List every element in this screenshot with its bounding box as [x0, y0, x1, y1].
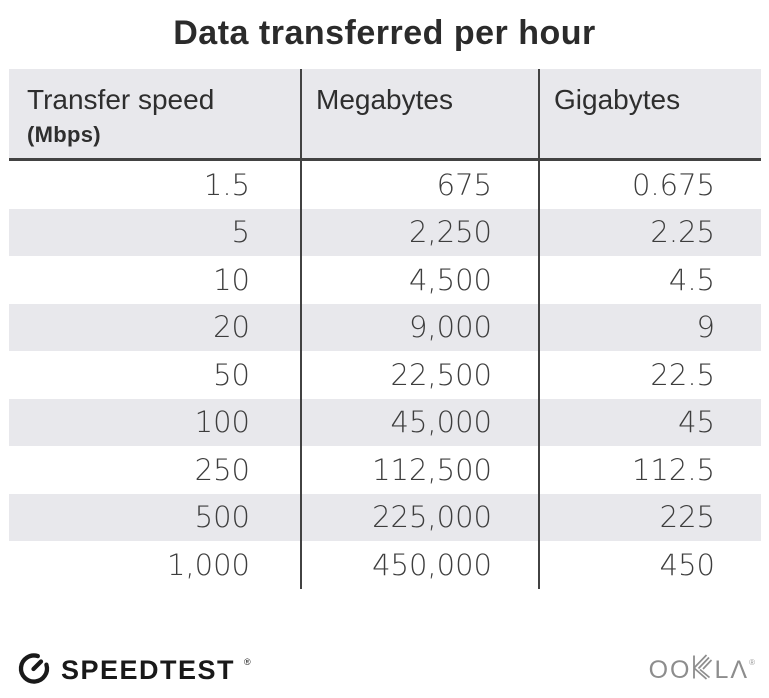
cell-gigabytes: 22.5: [650, 357, 715, 392]
column-header-transfer-speed-label: Transfer speed: [27, 84, 215, 115]
cell-transfer-speed: 500: [9, 493, 302, 541]
speedtest-gauge-icon: [16, 650, 52, 691]
table-row: 50 22,500 22.5: [9, 351, 761, 399]
cell-transfer-speed: 1.5: [9, 161, 302, 209]
cell-transfer-speed: 250: [9, 446, 302, 494]
cell-gigabytes: 450: [659, 547, 715, 582]
cell-megabytes: 225,000: [302, 493, 540, 541]
cell-megabytes: 450,000: [302, 541, 540, 589]
footer: SPEEDTEST ® OO LΛ ®: [16, 650, 757, 691]
ookla-wordmark-oo: OO: [648, 656, 692, 684]
cell-gigabytes: 9: [696, 310, 715, 345]
column-header-mbps-unit: (Mbps): [27, 122, 101, 147]
table-body: 1.5 675 0.675 5 2,250 2.25 10 4,500 4.5 …: [9, 161, 761, 589]
speedtest-wordmark: SPEEDTEST: [61, 655, 236, 685]
cell-megabytes: 45,000: [302, 398, 540, 446]
cell-megabytes: 675: [302, 161, 540, 209]
table-row: 500 225,000 225: [9, 493, 761, 541]
ookla-registered-mark: ®: [749, 658, 757, 667]
cell-gigabytes: 45: [678, 405, 715, 440]
cell-transfer-speed: 20: [9, 303, 302, 351]
cell-transfer-speed: 50: [9, 351, 302, 399]
table-header-row: Transfer speed (Mbps) Megabytes Gigabyte…: [9, 69, 761, 161]
cell-gigabytes: 0.675: [631, 167, 715, 202]
page-title: Data transferred per hour: [173, 14, 596, 52]
column-header-megabytes: Megabytes: [302, 69, 540, 158]
ookla-logo: OO LΛ ®: [649, 654, 757, 687]
cell-transfer-speed: 100: [9, 398, 302, 446]
table-row: 250 112,500 112.5: [9, 446, 761, 494]
cell-gigabytes: 112.5: [631, 452, 715, 487]
cell-megabytes: 9,000: [302, 303, 540, 351]
table-row: 5 2,250 2.25: [9, 208, 761, 256]
cell-gigabytes: 4.5: [668, 262, 715, 297]
speedtest-logo: SPEEDTEST ®: [16, 650, 251, 691]
table-row: 20 9,000 9: [9, 303, 761, 351]
cell-megabytes: 4,500: [302, 256, 540, 304]
cell-gigabytes: 2.25: [650, 215, 715, 250]
column-header-transfer-speed: Transfer speed (Mbps): [9, 69, 302, 158]
speedtest-registered-mark: ®: [244, 656, 251, 667]
cell-megabytes: 22,500: [302, 351, 540, 399]
table-row: 1,000 450,000 450: [9, 541, 761, 589]
table-row: 1.5 675 0.675: [9, 161, 761, 209]
column-header-gigabytes: Gigabytes: [554, 84, 681, 115]
ookla-wordmark-la: LΛ: [714, 656, 750, 684]
cell-gigabytes: 225: [659, 500, 715, 535]
data-table: Transfer speed (Mbps) Megabytes Gigabyte…: [9, 69, 761, 589]
cell-transfer-speed: 1,000: [9, 541, 302, 589]
ookla-k-icon: [692, 654, 713, 687]
cell-megabytes: 2,250: [302, 208, 540, 256]
cell-megabytes: 112,500: [302, 446, 540, 494]
table-row: 100 45,000 45: [9, 398, 761, 446]
cell-transfer-speed: 5: [9, 208, 302, 256]
cell-transfer-speed: 10: [9, 256, 302, 304]
table-row: 10 4,500 4.5: [9, 256, 761, 304]
